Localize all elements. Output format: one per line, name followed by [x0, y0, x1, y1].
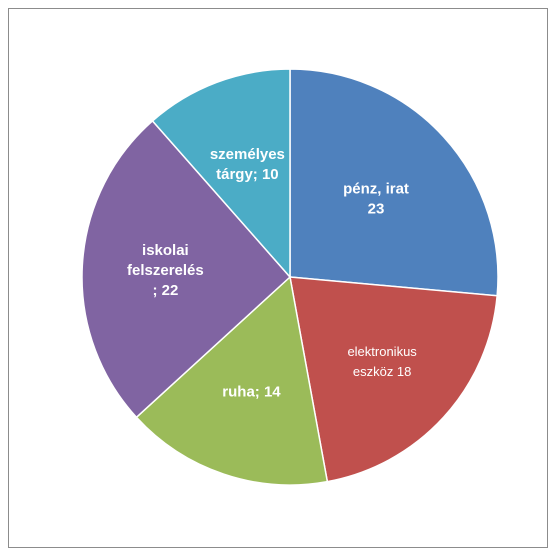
pie-slice-label-line: személyes — [210, 146, 285, 163]
pie-slice-label-line: pénz, irat — [343, 180, 409, 197]
pie-slice-label-1: elektronikus eszköz 18 — [347, 344, 417, 379]
pie-slice-1 — [289, 276, 498, 483]
pie-slice-label-line: tárgy; 10 — [216, 166, 279, 183]
pie-slice-label-3: iskolai felszerelés ; 22 — [127, 242, 204, 299]
pie-slice-0 — [289, 68, 499, 297]
pie-slice-label-line: felszerelés — [127, 262, 204, 279]
pie-slice-label-4: személyes tárgy; 10 — [210, 146, 285, 183]
pie-slice-label-line: elektronikus — [347, 344, 417, 359]
pie-slice-label-line: eszköz 18 — [353, 364, 412, 379]
pie-slice-label-line: 23 — [368, 200, 385, 217]
pie-slice-label-2: ruha; 14 — [222, 383, 281, 400]
pie-slice-2 — [135, 275, 329, 486]
pie-slice-label-line: ; 22 — [152, 282, 178, 299]
pie-slice-3 — [81, 119, 292, 419]
pie-slice-4 — [151, 68, 291, 279]
pie-slice-label-0: pénz, irat 23 — [343, 180, 409, 217]
pie-slice-label-line: iskolai — [142, 242, 189, 259]
pie-slice-label-line: ruha; 14 — [222, 383, 281, 400]
